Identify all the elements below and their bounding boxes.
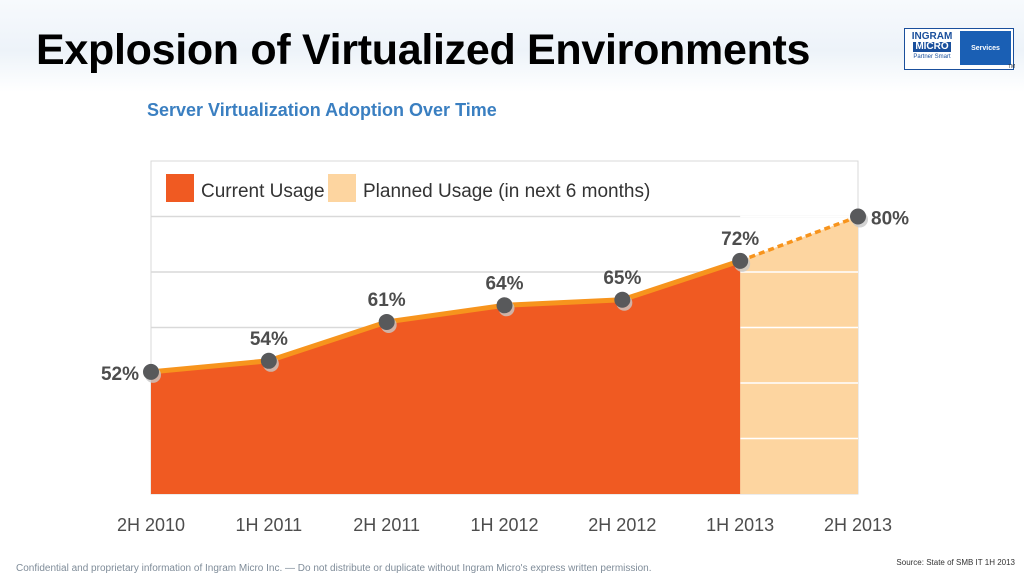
current-usage-line bbox=[150, 258, 741, 375]
legend-swatch-current bbox=[166, 174, 194, 202]
data-point bbox=[378, 313, 395, 330]
page-title: Explosion of Virtualized Environments bbox=[36, 26, 811, 74]
data-point bbox=[143, 363, 159, 380]
data-label: 72% bbox=[721, 229, 759, 250]
data-label: 64% bbox=[485, 273, 523, 294]
data-point bbox=[614, 291, 631, 308]
data-label: 61% bbox=[368, 290, 406, 311]
legend-label-current: Current Usage bbox=[201, 181, 325, 202]
current-usage-area bbox=[151, 260, 741, 494]
data-label: 65% bbox=[603, 268, 641, 289]
source-note: Source: State of SMB IT 1H 2013 bbox=[896, 558, 1015, 567]
chart-title: Server Virtualization Adoption Over Time bbox=[147, 100, 497, 120]
logo-tagline: Partner Smart bbox=[913, 54, 951, 60]
legend-label-planned: Planned Usage (in next 6 months) bbox=[363, 181, 650, 202]
data-point bbox=[260, 352, 277, 369]
data-label: 52% bbox=[101, 364, 139, 385]
data-label: 54% bbox=[250, 329, 288, 350]
logo-line-micro: MICRO bbox=[913, 41, 951, 52]
x-tick-label: 2H 2011 bbox=[353, 515, 420, 535]
legend-swatch-planned bbox=[328, 174, 356, 202]
data-point bbox=[732, 252, 749, 269]
x-tick-label: 2H 2013 bbox=[824, 515, 892, 535]
logo-line-ingram: INGRAM bbox=[911, 31, 953, 42]
x-tick-label: 1H 2012 bbox=[470, 515, 538, 535]
planned-usage-area bbox=[740, 216, 858, 494]
data-point bbox=[850, 208, 866, 225]
x-tick-label: 2H 2010 bbox=[117, 515, 185, 535]
planned-usage-line bbox=[739, 214, 859, 263]
data-label: 80% bbox=[871, 209, 909, 230]
logo-wordmark: INGRAM MICRO Partner Smart bbox=[907, 31, 957, 65]
logo-services-box: Services bbox=[960, 31, 1011, 65]
x-tick-label: 2H 2012 bbox=[588, 515, 656, 535]
confidentiality-footer: Confidential and proprietary information… bbox=[16, 563, 652, 574]
data-point bbox=[496, 297, 513, 314]
ingram-micro-logo: INGRAM MICRO Partner Smart Services bbox=[904, 28, 1014, 70]
x-tick-label: 1H 2013 bbox=[706, 515, 774, 535]
x-tick-label: 1H 2011 bbox=[235, 515, 302, 535]
title-band bbox=[0, 0, 1024, 92]
trademark-mark: TM bbox=[1008, 64, 1016, 70]
